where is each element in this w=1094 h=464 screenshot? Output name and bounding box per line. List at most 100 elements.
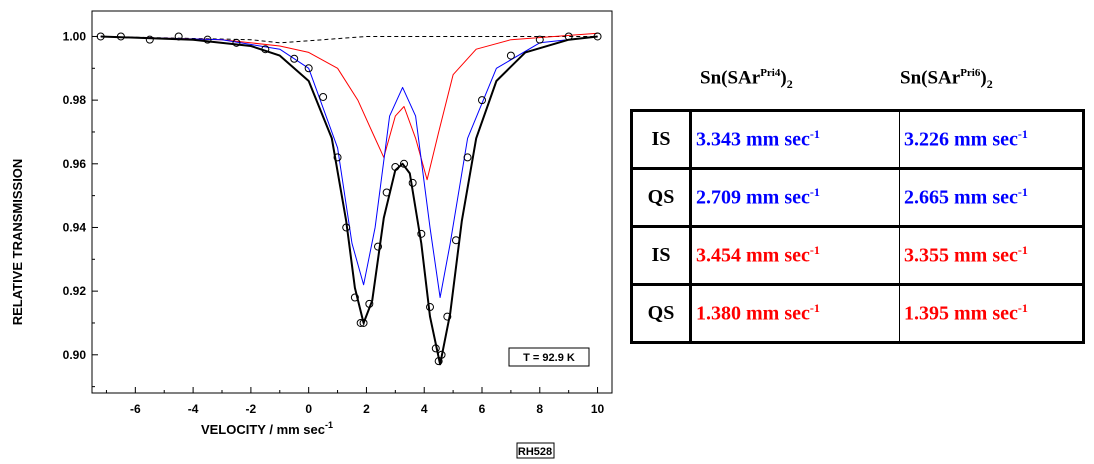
header-2-base: Sn(SAr	[900, 67, 961, 89]
y-tick-label: 0.98	[63, 93, 87, 107]
parameter-value-text: 1.395 mm sec	[904, 302, 1018, 325]
data-point	[365, 299, 374, 308]
data-point	[319, 92, 328, 101]
compound-1-value: 3.454 mm sec-1	[690, 226, 900, 285]
unit-exponent: -1	[1017, 301, 1028, 316]
chart-series	[100, 32, 598, 366]
sample-label-box	[516, 442, 555, 459]
plot-frame	[91, 10, 613, 394]
data-point	[391, 162, 400, 171]
temperature-annotation: T = 92.9 K	[523, 352, 575, 364]
x-tick-label: 6	[479, 402, 486, 416]
data-point	[96, 32, 105, 41]
table-row: QS 1.380 mm sec-1 1.395 mm sec-1	[631, 284, 1084, 343]
data-point	[400, 159, 408, 168]
data-point	[443, 312, 452, 321]
x-axis-title-exponent: -1	[325, 420, 333, 430]
table-row: IS 3.454 mm sec-1 3.355 mm sec-1	[631, 226, 1084, 285]
data-point	[356, 318, 365, 327]
row-parameter-label: QS	[631, 168, 692, 227]
unit-exponent: -1	[1017, 127, 1028, 142]
compound-2-value: 3.355 mm sec-1	[899, 226, 1084, 285]
chart-axes: -6 -4 -2 0 2 4 6 8 10 0.90 0.92 0.94 0.96 0.98 1.00	[63, 10, 613, 416]
mossbauer-spectrum-chart: -6 -4 -2 0 2 4 6 8 10 0.90 0.92 0.94 0.96 0.98 1.00 T …	[10, 10, 613, 459]
x-tick-label: 4	[421, 402, 428, 416]
x-tick-label: -6	[130, 402, 141, 416]
unit-exponent: -1	[1017, 243, 1028, 258]
data-point	[261, 45, 270, 54]
data-point	[290, 54, 299, 63]
data-point	[452, 236, 460, 245]
header-1-sub: 2	[786, 77, 793, 92]
x-tick-label: 8	[536, 402, 543, 416]
data-point	[593, 32, 602, 41]
data-point	[174, 32, 183, 41]
row-parameter-label: QS	[631, 284, 692, 343]
data-point	[374, 242, 382, 251]
compound-1-value: 2.709 mm sec-1	[690, 168, 900, 227]
x-tick-label: 0	[305, 402, 312, 416]
header-2-close: )	[980, 67, 987, 89]
site1-curve	[100, 36, 598, 298]
compound-2-value: 3.226 mm sec-1	[899, 110, 1084, 169]
row-parameter-label: IS	[631, 226, 692, 285]
x-tick-label: 2	[363, 402, 370, 416]
data-point	[417, 229, 426, 238]
x-axis-title-main: VELOCITY / mm sec	[201, 422, 325, 437]
y-tick-label: 0.92	[63, 284, 87, 298]
compound-1-value: 1.380 mm sec-1	[690, 284, 900, 343]
header-2-sub: 2	[986, 77, 993, 92]
x-tick-label: -2	[246, 402, 257, 416]
y-axis-title: RELATIVE TRANSMISSION	[10, 159, 25, 326]
compound-2-value: 2.665 mm sec-1	[899, 168, 1084, 227]
header-1-close: )	[780, 67, 787, 89]
header-1-base: Sn(SAr	[700, 67, 761, 89]
data-point	[434, 357, 443, 366]
parameter-table-body: IS 3.343 mm sec-1 3.226 mm sec-1 QS 2.709 mm…	[631, 110, 1084, 343]
parameter-value-text: 3.226 mm sec	[904, 128, 1018, 151]
data-point	[463, 153, 472, 162]
unit-exponent: -1	[809, 185, 820, 200]
y-tick-label: 0.96	[63, 157, 87, 171]
data-point	[145, 35, 154, 44]
table-header-compound-2: Sn(SArPri6)2	[900, 67, 993, 92]
site2-curve	[100, 32, 598, 181]
data-point	[350, 293, 359, 302]
compound-2-value: 1.395 mm sec-1	[899, 284, 1084, 343]
data-point	[408, 178, 417, 187]
parameter-value-text: 3.343 mm sec	[696, 128, 810, 151]
chart-data-points	[96, 32, 602, 366]
data-point	[359, 318, 368, 327]
table-row: QS 2.709 mm sec-1 2.665 mm sec-1	[631, 168, 1084, 227]
parameter-value-text: 2.665 mm sec	[904, 186, 1018, 209]
data-point	[116, 32, 125, 41]
data-point	[304, 64, 313, 73]
y-tick-label: 0.94	[63, 220, 87, 234]
x-tick-label: -4	[188, 402, 199, 416]
parameter-value-text: 3.454 mm sec	[696, 244, 810, 267]
parameter-value-text: 2.709 mm sec	[696, 186, 810, 209]
data-point	[437, 350, 446, 359]
x-axis-title: VELOCITY / mm sec-1	[201, 420, 333, 437]
parameter-value-text: 1.380 mm sec	[696, 302, 810, 325]
unit-exponent: -1	[809, 243, 820, 258]
temperature-annotation-box	[508, 347, 590, 367]
data-point	[478, 96, 486, 105]
data-point	[203, 35, 212, 44]
compound-1-value: 3.343 mm sec-1	[690, 110, 900, 169]
data-point	[382, 188, 391, 197]
row-parameter-label: IS	[631, 110, 692, 169]
data-point	[342, 223, 351, 232]
y-tick-label: 0.90	[63, 348, 87, 362]
table-header-compound-1: Sn(SArPri4)2	[700, 67, 793, 92]
data-point	[333, 153, 342, 162]
unit-exponent: -1	[1017, 185, 1028, 200]
parameter-table: IS 3.343 mm sec-1 3.226 mm sec-1 QS 2.709 mm…	[630, 109, 1085, 344]
unit-exponent: -1	[809, 127, 820, 142]
data-point	[431, 344, 440, 353]
parameter-value-text: 3.355 mm sec	[904, 244, 1018, 267]
baseline-curve	[100, 36, 598, 44]
x-tick-label: 10	[591, 402, 605, 416]
sample-label: RH528	[518, 446, 552, 458]
data-point	[232, 38, 241, 47]
